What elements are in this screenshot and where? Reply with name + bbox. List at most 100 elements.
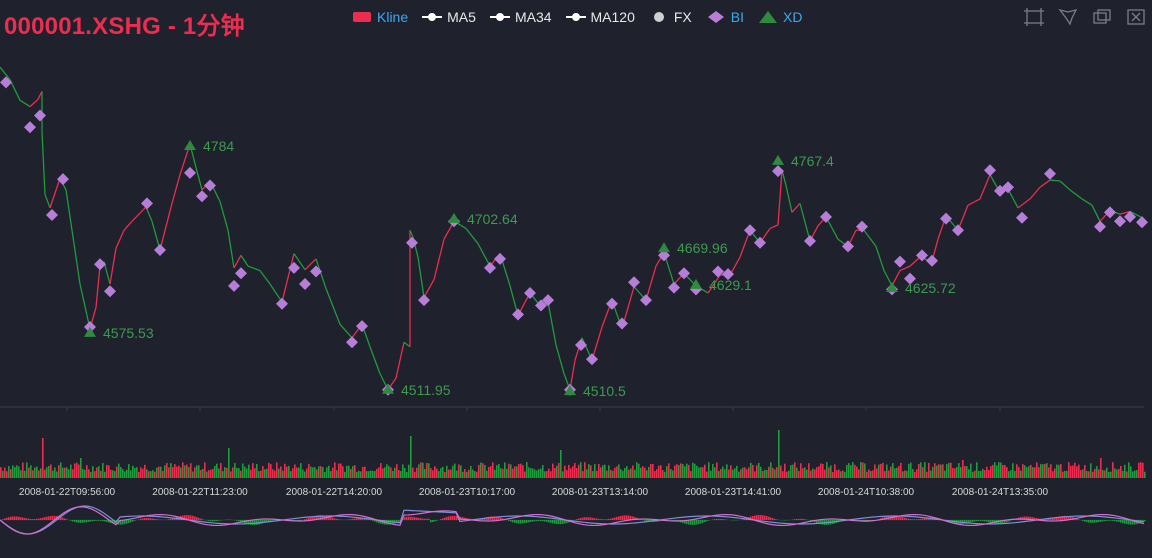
bi-point[interactable] xyxy=(196,190,208,203)
xd-point[interactable] xyxy=(448,212,460,223)
bi-point[interactable] xyxy=(346,336,358,349)
bi-point[interactable] xyxy=(1016,211,1028,224)
legend-item-fx[interactable]: FX xyxy=(649,9,692,25)
bi-point[interactable] xyxy=(916,249,928,262)
xd-point[interactable] xyxy=(382,383,394,394)
bi-point[interactable] xyxy=(772,165,784,178)
bi-point[interactable] xyxy=(276,297,288,310)
bi-point[interactable] xyxy=(628,276,640,289)
bi-point[interactable] xyxy=(640,294,652,307)
legend-item-kline[interactable]: Kline xyxy=(352,9,408,25)
bi-point[interactable] xyxy=(235,267,247,280)
volume-bar xyxy=(954,468,956,478)
bi-point[interactable] xyxy=(94,258,106,271)
bi-point[interactable] xyxy=(542,294,554,307)
bi-point[interactable] xyxy=(1104,206,1116,219)
bi-point[interactable] xyxy=(804,235,816,248)
xd-point[interactable] xyxy=(564,385,576,396)
bi-point[interactable] xyxy=(712,265,724,278)
bi-point[interactable] xyxy=(926,254,938,267)
bi-point[interactable] xyxy=(0,76,12,89)
volume-bar xyxy=(494,469,496,478)
macd-bar xyxy=(88,520,90,522)
bi-point[interactable] xyxy=(299,278,311,291)
zoom-back-icon[interactable] xyxy=(1092,8,1112,26)
bi-point[interactable] xyxy=(658,249,670,262)
bi-point[interactable] xyxy=(678,267,690,280)
bi-point[interactable] xyxy=(1136,216,1148,229)
bi-point[interactable] xyxy=(575,338,587,351)
macd-bar xyxy=(456,516,458,520)
bi-point[interactable] xyxy=(524,286,536,299)
macd-bar xyxy=(46,516,48,520)
bi-point[interactable] xyxy=(722,268,734,281)
xd-point[interactable] xyxy=(772,154,784,165)
legend-item-ma120[interactable]: MA120 xyxy=(565,9,635,25)
bi-point[interactable] xyxy=(1002,181,1014,194)
legend-item-ma34[interactable]: MA34 xyxy=(489,9,552,25)
legend-item-ma5[interactable]: MA5 xyxy=(422,9,476,25)
bi-point[interactable] xyxy=(820,210,832,223)
volume-bar xyxy=(244,466,246,478)
bi-point[interactable] xyxy=(46,209,58,222)
bi-point[interactable] xyxy=(668,281,680,294)
bi-point[interactable] xyxy=(34,109,46,122)
bi-point[interactable] xyxy=(984,164,996,177)
bi-point[interactable] xyxy=(184,166,196,179)
volume-bar xyxy=(482,463,484,478)
legend-item-xd[interactable]: XD xyxy=(758,9,802,25)
bi-point[interactable] xyxy=(1124,210,1136,223)
bi-point[interactable] xyxy=(141,197,153,210)
bi-point[interactable] xyxy=(616,317,628,330)
bi-point[interactable] xyxy=(586,353,598,366)
bi-point[interactable] xyxy=(744,224,756,237)
volume-bar xyxy=(426,462,428,478)
bi-point[interactable] xyxy=(842,240,854,253)
bi-point[interactable] xyxy=(952,224,964,237)
bi-point[interactable] xyxy=(1114,215,1126,228)
bi-point[interactable] xyxy=(228,279,240,292)
volume-bar xyxy=(1126,471,1128,478)
bi-point[interactable] xyxy=(904,272,916,285)
macd-bar xyxy=(604,519,606,520)
volume-bar xyxy=(222,471,224,478)
bi-point[interactable] xyxy=(754,236,766,249)
macd-bar xyxy=(796,518,798,520)
bi-point[interactable] xyxy=(288,261,300,274)
bi-point[interactable] xyxy=(606,297,618,310)
xd-point[interactable] xyxy=(690,278,702,289)
macd-bar xyxy=(354,518,356,520)
bi-point[interactable] xyxy=(418,294,430,307)
bi-point[interactable] xyxy=(535,299,547,312)
legend-item-bi[interactable]: BI xyxy=(706,9,744,25)
xd-point[interactable] xyxy=(84,326,96,337)
macd-bar xyxy=(912,519,914,520)
bi-point[interactable] xyxy=(57,173,69,186)
xd-point[interactable] xyxy=(886,281,898,292)
bi-point[interactable] xyxy=(406,236,418,249)
volume-bar xyxy=(972,471,974,478)
bi-point[interactable] xyxy=(940,212,952,225)
bi-point[interactable] xyxy=(24,121,36,134)
bi-point[interactable] xyxy=(484,261,496,274)
volume-bar xyxy=(1130,466,1132,478)
bi-point[interactable] xyxy=(856,220,868,233)
bi-point[interactable] xyxy=(1094,220,1106,233)
bi-point[interactable] xyxy=(310,265,322,278)
bi-point[interactable] xyxy=(154,243,166,256)
lasso-select-icon[interactable] xyxy=(1058,8,1078,26)
bi-point[interactable] xyxy=(1044,167,1056,180)
macd-bar xyxy=(904,517,906,520)
clear-select-icon[interactable] xyxy=(1126,8,1146,26)
xd-point[interactable] xyxy=(658,242,670,253)
bi-point[interactable] xyxy=(204,179,216,192)
xd-point[interactable] xyxy=(184,140,196,151)
bi-point[interactable] xyxy=(894,255,906,268)
macd-bar xyxy=(170,518,172,520)
bi-point[interactable] xyxy=(512,308,524,321)
bi-point[interactable] xyxy=(356,320,368,333)
macd-bar xyxy=(688,520,690,525)
bi-point[interactable] xyxy=(104,285,116,298)
bi-point[interactable] xyxy=(494,252,506,265)
zoom-select-icon[interactable] xyxy=(1024,8,1044,26)
